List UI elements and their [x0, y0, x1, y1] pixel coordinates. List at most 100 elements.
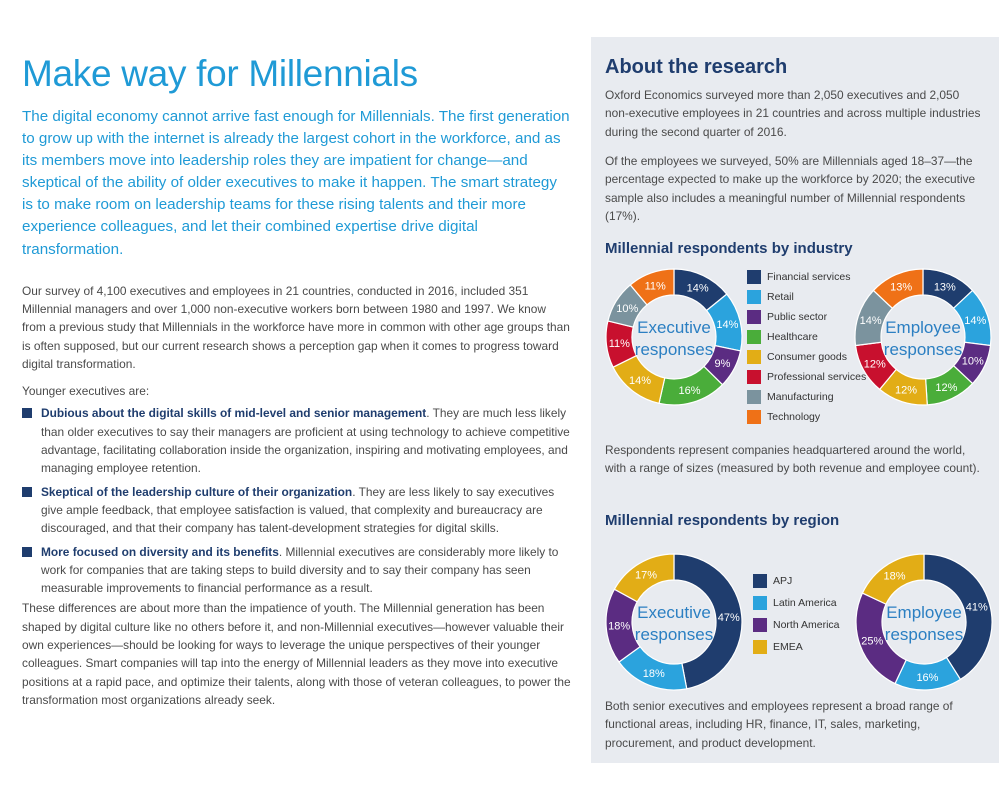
legend-swatch — [747, 370, 761, 384]
region-legend: APJ Latin America North America EMEA — [753, 570, 840, 658]
industry-legend: Financial services Retail Public sector Hea… — [747, 267, 866, 427]
finding-text: . Millennial executives are considerably… — [41, 544, 559, 596]
legend-swatch — [747, 410, 761, 424]
slice-label: 16% — [916, 672, 938, 684]
lead-paragraph: The digital economy cannot arrive fast e… — [22, 108, 570, 258]
legend-label: Retail — [767, 291, 794, 303]
bullet-square-icon — [22, 546, 32, 557]
legend-swatch — [747, 290, 761, 304]
legend-entry: North America — [753, 614, 840, 636]
donut-slice — [872, 268, 924, 310]
slice-label: 11% — [609, 338, 630, 350]
legend-label: EMEA — [773, 641, 803, 653]
legend-entry: Consumer goods — [747, 347, 866, 367]
legend-label: Consumer goods — [767, 351, 847, 363]
finding-bold: More focused on diversity and its benefi… — [41, 544, 279, 559]
legend-entry: Retail — [747, 287, 866, 307]
slice-label: 14% — [629, 375, 651, 387]
legend-swatch — [753, 640, 767, 654]
finding-item: Dubious about the digital skills of mid-… — [22, 404, 572, 477]
slice-label: 18% — [608, 620, 630, 632]
slice-label: 16% — [678, 385, 700, 397]
intro-paragraph: Our survey of 4,100 executives and emplo… — [22, 283, 570, 371]
legend-entry: Technology — [747, 407, 866, 427]
donut-slice — [861, 553, 925, 605]
legend-label: North America — [773, 619, 840, 631]
legend-swatch — [747, 390, 761, 404]
sidebar-paragraph-1: Oxford Economics surveyed more than 2,05… — [605, 88, 981, 139]
finding-bold: Dubious about the digital skills of mid-… — [41, 406, 427, 421]
main-column: Make way for Millennials The digital eco… — [22, 52, 572, 709]
donut-center-label: Executive — [637, 318, 711, 337]
legend-label: Healthcare — [767, 331, 818, 343]
sidebar-paragraph-4: Both senior executives and employees rep… — [605, 699, 953, 750]
bullet-square-icon — [22, 408, 32, 419]
legend-swatch — [753, 596, 767, 610]
legend-label: Technology — [767, 411, 821, 423]
bullet-square-icon — [22, 486, 32, 497]
finding-bold: Skeptical of the leadership culture of t… — [41, 484, 353, 499]
legend-swatch — [747, 330, 761, 344]
legend-entry: Financial services — [747, 267, 866, 287]
donut-center-label: Employee — [886, 603, 962, 622]
donut-slice — [673, 553, 743, 690]
finding-text: . They are less likely to say executives… — [41, 484, 555, 536]
donut-center-label: responses — [635, 625, 713, 644]
finding-list: Dubious about the digital skills of mid-… — [22, 404, 572, 597]
legend-entry: EMEA — [753, 636, 840, 658]
legend-label: Latin America — [773, 597, 837, 609]
legend-swatch — [753, 618, 767, 632]
legend-entry: Professional services — [747, 367, 866, 387]
legend-entry: Healthcare — [747, 327, 866, 347]
slice-label: 47% — [718, 612, 740, 624]
finding-item: Skeptical of the leadership culture of t… — [22, 483, 572, 538]
legend-swatch — [753, 574, 767, 588]
legend-entry: Public sector — [747, 307, 866, 327]
legend-label: Financial services — [767, 271, 851, 283]
donut-center-label: responses — [635, 340, 713, 359]
legend-swatch — [747, 270, 761, 284]
slice-label: 10% — [616, 303, 638, 315]
research-sidebar: About the research Oxford Economics surv… — [591, 37, 999, 763]
slice-label: 13% — [890, 282, 912, 294]
slice-label: 41% — [966, 602, 988, 614]
body-text: Our survey of 4,100 executives and emplo… — [22, 282, 572, 710]
donut-center-label: responses — [884, 340, 962, 359]
donut-slice — [613, 553, 675, 603]
slice-label: 18% — [884, 571, 906, 583]
sidebar-paragraph-3: Respondents represent companies headquar… — [605, 443, 980, 476]
donut-slice — [629, 268, 675, 306]
legend-entry: Manufacturing — [747, 387, 866, 407]
slice-label: 11% — [645, 280, 666, 292]
page-title: Make way for Millennials — [22, 53, 418, 94]
donut-slice — [923, 553, 993, 681]
slice-label: 18% — [643, 668, 665, 680]
slice-label: 14% — [716, 319, 738, 331]
industry-heading: Millennial respondents by industry — [605, 240, 853, 257]
sidebar-paragraph-2: Of the employees we surveyed, 50% are Mi… — [605, 154, 976, 223]
donut-center-label: Employee — [885, 318, 961, 337]
legend-entry: Latin America — [753, 592, 840, 614]
legend-label: APJ — [773, 575, 793, 587]
donut-center-label: Executive — [637, 603, 711, 622]
slice-label: 13% — [934, 282, 956, 294]
closing-paragraph: These differences are about more than th… — [22, 601, 571, 707]
legend-label: Public sector — [767, 311, 828, 323]
slice-label: 12% — [895, 384, 917, 396]
slice-label: 9% — [715, 358, 731, 370]
slice-label: 14% — [964, 315, 986, 327]
finding-item: More focused on diversity and its benefi… — [22, 543, 572, 598]
legend-swatch — [747, 310, 761, 324]
legend-label: Professional services — [767, 371, 867, 383]
donut-center-label: responses — [885, 625, 963, 644]
donut-charts: 14% 14% 9% 16% 14% 11% 10% 11% Executive response… — [605, 268, 993, 691]
region-heading: Millennial respondents by region — [605, 512, 840, 529]
slice-label: 14% — [687, 282, 709, 294]
slice-label: 25% — [861, 636, 883, 648]
slice-label: 12% — [935, 382, 957, 394]
slice-label: 10% — [962, 355, 984, 367]
legend-entry: APJ — [753, 570, 840, 592]
legend-label: Manufacturing — [767, 391, 834, 403]
sidebar-title: About the research — [605, 56, 788, 78]
younger-label: Younger executives are: — [22, 384, 150, 399]
